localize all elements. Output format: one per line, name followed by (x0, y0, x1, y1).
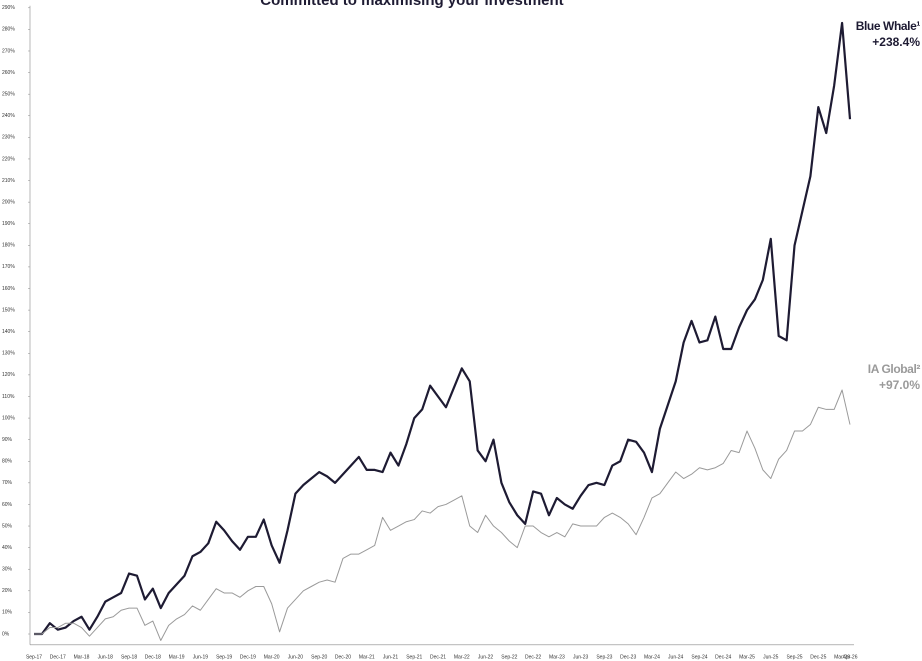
x-tick-label: Dec-19 (240, 654, 256, 660)
x-tick-label: Mar-25 (739, 654, 755, 660)
x-tick-label: Sep-24 (691, 654, 707, 660)
x-tick-label: Dec-24 (715, 654, 731, 660)
y-tick-label: 200% (2, 199, 15, 205)
y-tick-label: 70% (2, 480, 13, 486)
x-tick-label: Mar-22 (454, 654, 470, 660)
x-tick-label: Mar-18 (74, 654, 90, 660)
y-tick-label: 20% (2, 588, 13, 594)
y-tick-label: 50% (2, 523, 13, 529)
y-tick-label: 160% (2, 286, 15, 292)
y-tick-label: 290% (2, 5, 15, 11)
y-tick-label: 60% (2, 502, 13, 508)
y-tick-label: 110% (2, 394, 15, 400)
x-tick-label: Dec-20 (335, 654, 351, 660)
y-tick-label: 250% (2, 92, 15, 98)
y-tick-label: 260% (2, 70, 15, 76)
x-tick-label: Dec-17 (50, 654, 66, 660)
y-tick-label: 220% (2, 156, 15, 162)
x-tick-label: Jun-20 (288, 654, 304, 660)
x-tick-label: Sep-23 (596, 654, 612, 660)
y-tick-label: 240% (2, 113, 15, 119)
x-tick-label: Dec-23 (620, 654, 636, 660)
y-tick-label: 170% (2, 264, 15, 270)
y-tick-label: 100% (2, 415, 15, 421)
series-line (34, 389, 851, 641)
series-name-label: IA Global² (868, 362, 921, 376)
y-tick-label: 230% (2, 135, 15, 141)
x-tick-label: Sep-18 (121, 654, 137, 660)
end-value-label: +238.4% (872, 35, 920, 49)
x-tick-label: Sep-25 (786, 654, 802, 660)
x-tick-label: Jun-25 (763, 654, 779, 660)
y-tick-label: 10% (2, 610, 13, 616)
x-tick-label: Jun-23 (573, 654, 589, 660)
x-tick-label: Sep-22 (501, 654, 517, 660)
x-tick-label: Mar-20 (264, 654, 280, 660)
series-line (34, 21, 852, 636)
x-tick-label: Sep-17 (26, 654, 42, 660)
y-tick-label: 40% (2, 545, 13, 551)
x-tick-label: Dec-21 (430, 654, 446, 660)
x-tick-label: Jun-18 (98, 654, 114, 660)
series-name-label: Blue Whale¹ (856, 19, 921, 33)
x-tick-label: Sep-20 (311, 654, 327, 660)
chart-title: Committed to maximising your investment (260, 0, 563, 9)
y-tick-label: 210% (2, 178, 15, 184)
x-tick-label: Jun-21 (383, 654, 399, 660)
x-tick-label: Jun-22 (478, 654, 494, 660)
x-tick-label: Sep-19 (216, 654, 232, 660)
y-tick-label: 30% (2, 567, 13, 573)
y-tick-label: 180% (2, 243, 15, 249)
y-tick-label: 120% (2, 372, 15, 378)
x-tick-label: Dec-25 (810, 654, 826, 660)
y-tick-label: 90% (2, 437, 13, 443)
x-tick-label: Dec-18 (145, 654, 161, 660)
x-tick-label: Jun-24 (668, 654, 684, 660)
y-tick-label: 130% (2, 351, 15, 357)
y-tick-label: 140% (2, 329, 15, 335)
x-tick-label: Dec-22 (525, 654, 541, 660)
y-tick-label: 80% (2, 459, 13, 465)
x-tick-label: Mar-19 (169, 654, 185, 660)
x-tick-label: Mar-21 (359, 654, 375, 660)
y-tick-label: 280% (2, 27, 15, 33)
y-tick-label: 0% (2, 631, 10, 637)
y-tick-label: 190% (2, 221, 15, 227)
x-tick-label: Apr-26 (842, 654, 857, 660)
x-tick-label: Jun-19 (193, 654, 209, 660)
x-tick-label: Mar-24 (644, 654, 660, 660)
x-tick-label: Mar-26 (834, 654, 850, 660)
end-value-label: +97.0% (879, 378, 920, 392)
y-tick-label: 270% (2, 48, 15, 54)
y-tick-label: 150% (2, 307, 15, 313)
x-tick-label: Sep-21 (406, 654, 422, 660)
x-tick-label: Mar-23 (549, 654, 565, 660)
